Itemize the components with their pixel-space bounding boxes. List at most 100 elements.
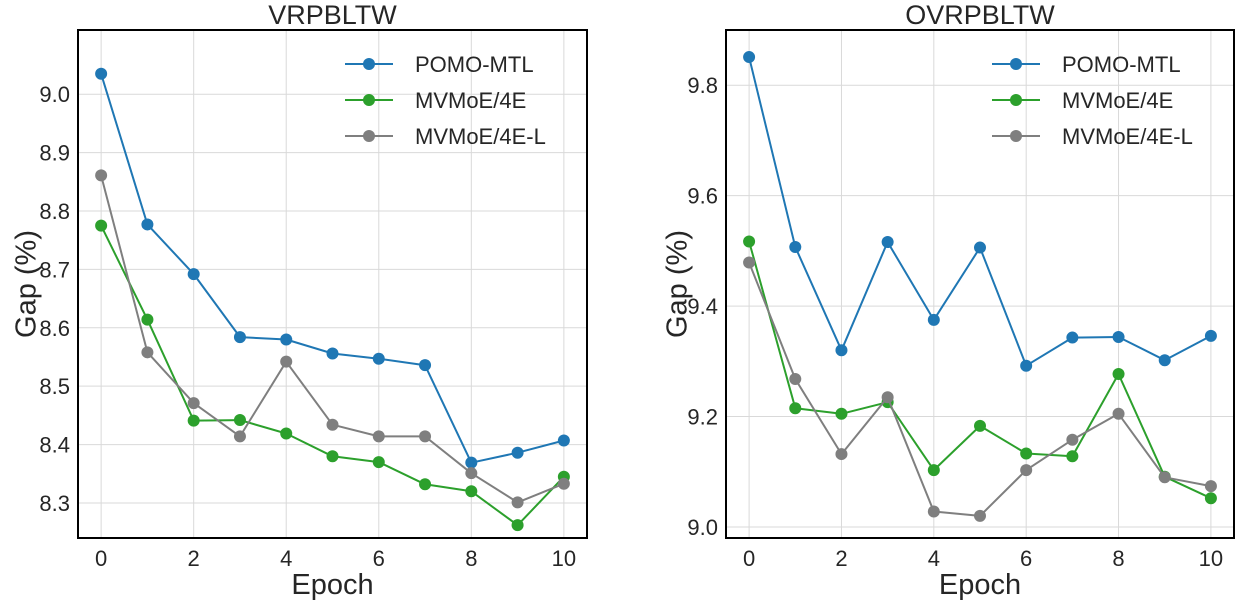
- data-point-mvmoe-4e: [419, 478, 432, 491]
- data-point-mvmoe-4e-l: [1020, 464, 1033, 477]
- data-point-mvmoe-4e: [835, 407, 848, 420]
- legend-label-pomo-mtl: POMO-MTL: [1062, 52, 1181, 77]
- x-tick-label: 4: [928, 546, 940, 571]
- data-point-mvmoe-4e-l: [141, 346, 154, 359]
- data-point-mvmoe-4e-l: [233, 430, 246, 443]
- data-point-mvmoe-4e: [1204, 492, 1217, 505]
- y-tick-label: 9.0: [39, 82, 70, 107]
- data-point-mvmoe-4e-l: [881, 391, 894, 404]
- data-point-mvmoe-4e-l: [1066, 433, 1079, 446]
- y-tick-label: 8.9: [39, 141, 70, 166]
- data-point-mvmoe-4e-l: [743, 256, 756, 269]
- data-point-mvmoe-4e: [1112, 368, 1125, 381]
- y-tick-label: 8.6: [39, 316, 70, 341]
- data-point-mvmoe-4e-l: [187, 397, 200, 410]
- data-point-pomo-mtl: [1158, 354, 1171, 367]
- legend-marker-mvmoe-4e-l: [1010, 130, 1022, 142]
- data-point-mvmoe-4e-l: [326, 418, 339, 431]
- data-point-pomo-mtl: [280, 333, 293, 346]
- x-tick-label: 4: [280, 546, 292, 571]
- data-point-pomo-mtl: [557, 434, 570, 447]
- data-point-pomo-mtl: [187, 268, 200, 281]
- data-point-mvmoe-4e: [326, 450, 339, 463]
- data-point-pomo-mtl: [419, 359, 432, 372]
- data-point-pomo-mtl: [511, 446, 524, 459]
- y-tick-label: 9.2: [687, 405, 718, 430]
- data-point-mvmoe-4e: [1066, 450, 1079, 463]
- data-point-mvmoe-4e-l: [511, 496, 524, 509]
- data-point-mvmoe-4e: [233, 414, 246, 427]
- data-point-pomo-mtl: [141, 218, 154, 231]
- data-point-pomo-mtl: [927, 313, 940, 326]
- data-point-pomo-mtl: [881, 236, 894, 249]
- data-point-pomo-mtl: [372, 352, 385, 365]
- x-tick-label: 10: [1199, 546, 1223, 571]
- chart-vrpbltw: 0 2 4 6 8 10 8.3 8.4 8.5 8.6 8.7 8.8 8.9 9.0 VRPBLTW Ep…: [11, 0, 588, 601]
- data-point-mvmoe-4e: [927, 464, 940, 477]
- data-point-mvmoe-4e-l: [372, 430, 385, 443]
- legend-marker-pomo-mtl: [363, 58, 375, 70]
- data-point-mvmoe-4e-l: [1158, 471, 1171, 484]
- data-point-mvmoe-4e: [465, 485, 478, 498]
- x-tick-label: 10: [552, 546, 576, 571]
- plot-area: [726, 30, 1234, 538]
- data-point-mvmoe-4e: [974, 419, 986, 432]
- y-tick-label: 8.8: [39, 199, 70, 224]
- data-point-pomo-mtl: [1066, 331, 1079, 344]
- data-point-mvmoe-4e-l: [95, 169, 108, 182]
- legend: POMO-MTL MVMoE/4E MVMoE/4E-L: [345, 52, 546, 149]
- y-tick-label: 8.3: [39, 491, 70, 516]
- legend-label-mvmoe-4e-l: MVMoE/4E-L: [415, 124, 546, 149]
- plot-frame: [77, 29, 588, 539]
- data-point-mvmoe-4e: [280, 427, 293, 440]
- legend-label-mvmoe-4e-l: MVMoE/4E-L: [1062, 124, 1193, 149]
- legend-label-mvmoe-4e: MVMoE/4E: [1062, 88, 1173, 113]
- x-tick-label: 6: [1020, 546, 1032, 571]
- x-tick-label: 8: [465, 546, 477, 571]
- y-tick-label: 9.8: [687, 73, 718, 98]
- data-point-pomo-mtl: [1204, 329, 1217, 342]
- legend-marker-pomo-mtl: [1010, 58, 1022, 70]
- y-axis-label: Gap (%): [11, 230, 43, 338]
- y-tick-label: 8.7: [39, 257, 70, 282]
- y-tick-label: 9.0: [687, 515, 718, 540]
- data-point-mvmoe-4e-l: [465, 467, 478, 480]
- legend-marker-mvmoe-4e-l: [363, 130, 375, 142]
- x-tick-label: 2: [835, 546, 847, 571]
- data-point-pomo-mtl: [974, 241, 986, 254]
- data-point-pomo-mtl: [835, 344, 848, 357]
- data-point-mvmoe-4e-l: [557, 477, 570, 490]
- y-tick-label: 8.4: [39, 433, 70, 458]
- x-tick-label: 8: [1112, 546, 1124, 571]
- data-point-pomo-mtl: [1112, 331, 1125, 344]
- chart-title: VRPBLTW: [268, 0, 397, 30]
- data-point-mvmoe-4e-l: [789, 372, 802, 385]
- y-tick-label: 9.6: [687, 184, 718, 209]
- legend-marker-mvmoe-4e: [1010, 94, 1022, 106]
- y-tick-label: 9.4: [687, 294, 718, 319]
- x-tick-label: 2: [188, 546, 200, 571]
- chart-ovrpbltw: 0 2 4 6 8 10 9.0 9.2 9.4 9.6 9.8 OVRPBLTW Epoch Gap (…: [662, 0, 1235, 601]
- data-point-mvmoe-4e: [511, 519, 524, 532]
- x-tick-label: 6: [373, 546, 385, 571]
- chart-title: OVRPBLTW: [905, 0, 1055, 30]
- data-point-mvmoe-4e-l: [1204, 480, 1217, 493]
- x-axis-label: Epoch: [291, 569, 373, 601]
- data-point-mvmoe-4e: [372, 456, 385, 469]
- data-point-mvmoe-4e: [743, 235, 756, 248]
- data-point-mvmoe-4e: [1020, 447, 1033, 460]
- data-point-pomo-mtl: [95, 67, 108, 80]
- data-point-pomo-mtl: [326, 347, 339, 360]
- data-point-mvmoe-4e-l: [835, 448, 848, 461]
- y-tick-label: 8.5: [39, 374, 70, 399]
- data-point-mvmoe-4e-l: [1112, 407, 1125, 420]
- data-point-pomo-mtl: [743, 51, 756, 64]
- x-tick-label: 0: [95, 546, 107, 571]
- data-point-mvmoe-4e: [789, 402, 802, 415]
- data-point-mvmoe-4e: [187, 414, 200, 427]
- legend-label-pomo-mtl: POMO-MTL: [415, 52, 534, 77]
- y-axis-label: Gap (%): [662, 230, 694, 338]
- legend-marker-mvmoe-4e: [363, 94, 375, 106]
- data-point-mvmoe-4e-l: [280, 355, 293, 368]
